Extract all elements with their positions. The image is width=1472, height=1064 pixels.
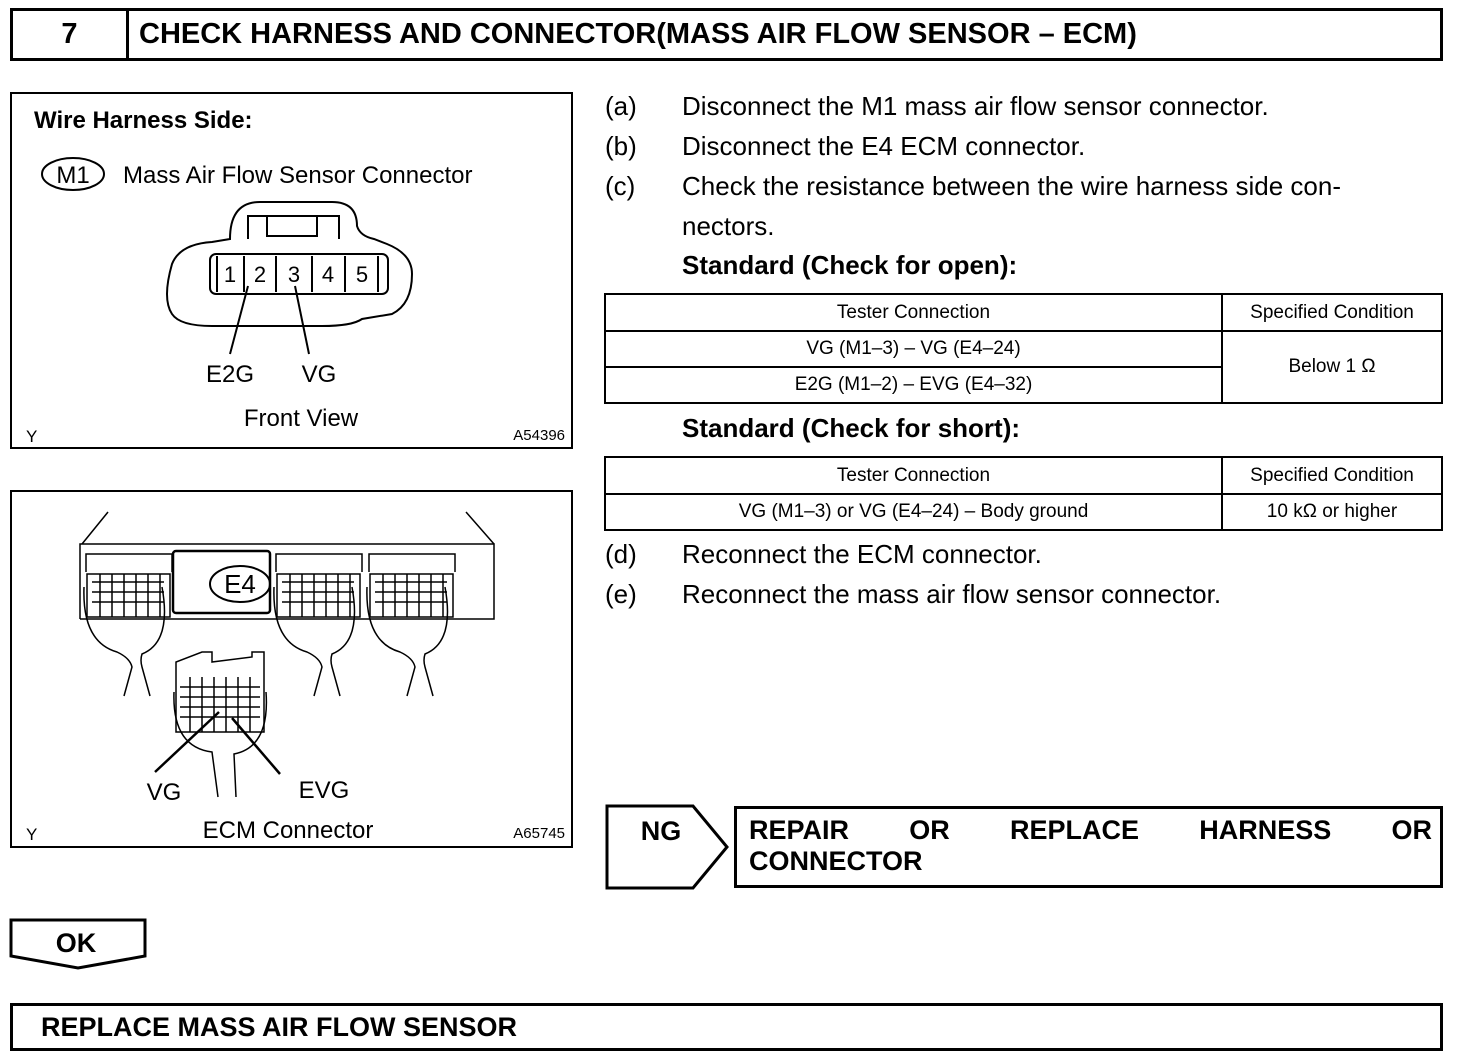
connector-name: Mass Air Flow Sensor Connector bbox=[123, 162, 472, 189]
ng-arrow-box: NG bbox=[605, 804, 729, 890]
ok-action: REPLACE MASS AIR FLOW SENSOR bbox=[41, 1012, 518, 1042]
step-text: Check the resistance between the wire ha… bbox=[682, 171, 1342, 201]
ecm-code: E4 bbox=[224, 569, 256, 599]
figure-ecm-connector: E4 VG EVG ECM Connector Y A65745 bbox=[10, 490, 573, 848]
header-tester-connection: Tester Connection bbox=[604, 456, 1223, 495]
figure-id: A65745 bbox=[513, 825, 565, 842]
step-letter: (b) bbox=[605, 131, 637, 161]
figure-wire-harness: Wire Harness Side: M1 Mass Air Flow Sens… bbox=[10, 92, 573, 449]
word: REPAIR bbox=[749, 815, 850, 845]
standard-short-table: Tester Connection Specified Condition VG … bbox=[604, 456, 1443, 531]
header-specified-condition: Specified Condition bbox=[1221, 293, 1443, 332]
ng-action-line2: CONNECTOR bbox=[749, 846, 923, 876]
step-letter: (d) bbox=[605, 539, 637, 569]
mass-air-flow-connector-diagram: Wire Harness Side: M1 Mass Air Flow Sens… bbox=[26, 107, 565, 446]
step-text: Reconnect the ECM connector. bbox=[682, 539, 1042, 569]
word: OR bbox=[1391, 815, 1433, 845]
label-vg: VG bbox=[147, 779, 182, 806]
ecm-connector-diagram: E4 VG EVG ECM Connector Y A65745 bbox=[26, 511, 565, 844]
connector-code-oval bbox=[41, 157, 105, 191]
standard-open-title: Standard (Check for open): bbox=[682, 250, 1018, 280]
table-cell: 10 kΩ or higher bbox=[1221, 493, 1443, 531]
ok-label: OK bbox=[56, 928, 97, 958]
label-e2g: E2G bbox=[206, 361, 254, 388]
step-letter: (a) bbox=[605, 91, 637, 121]
word: REPLACE bbox=[1009, 815, 1139, 845]
step-text: Disconnect the E4 ECM connector. bbox=[682, 131, 1086, 161]
ecm-code-oval bbox=[209, 565, 271, 603]
ng-action-line1: REPAIR OR REPLACE HARNESS OR bbox=[749, 815, 1432, 846]
pin-5: 5 bbox=[356, 262, 368, 287]
figure-heading: Wire Harness Side: bbox=[34, 107, 253, 134]
label-evg: EVG bbox=[299, 777, 350, 804]
step-text: nectors. bbox=[682, 211, 775, 241]
step-text: Reconnect the mass air flow sensor conne… bbox=[682, 579, 1222, 609]
pin-3: 3 bbox=[288, 262, 300, 287]
ng-label: NG bbox=[641, 816, 682, 846]
step-text: Disconnect the M1 mass air flow sensor c… bbox=[682, 91, 1269, 121]
ng-action-box: REPAIR OR REPLACE HARNESS OR CONNECTOR bbox=[734, 806, 1443, 888]
standard-open-table: Tester Connection Specified Condition VG … bbox=[604, 293, 1443, 404]
header-specified-condition: Specified Condition bbox=[1221, 456, 1443, 495]
figure-caption: ECM Connector bbox=[203, 817, 374, 844]
word: OR bbox=[909, 815, 950, 845]
ok-arrow-box: OK bbox=[9, 918, 147, 970]
pin-4: 4 bbox=[322, 262, 334, 287]
table-cell: VG (M1–3) – VG (E4–24) bbox=[604, 330, 1223, 368]
figure-id: A54396 bbox=[513, 427, 565, 444]
ok-action-box: REPLACE MASS AIR FLOW SENSOR bbox=[10, 1003, 1443, 1051]
table-cell: E2G (M1–2) – EVG (E4–32) bbox=[604, 366, 1223, 404]
view-caption: Front View bbox=[244, 405, 359, 432]
step-title: CHECK HARNESS AND CONNECTOR(MASS AIR FLO… bbox=[139, 18, 1137, 50]
step-letter: (c) bbox=[605, 171, 636, 201]
corner-mark: Y bbox=[26, 427, 37, 446]
connector-code: M1 bbox=[56, 162, 89, 189]
word: HARNESS bbox=[1199, 815, 1332, 845]
standard-short-title: Standard (Check for short): bbox=[682, 413, 1021, 443]
pin-1: 1 bbox=[224, 262, 236, 287]
table-cell: VG (M1–3) or VG (E4–24) – Body ground bbox=[604, 493, 1223, 531]
label-vg: VG bbox=[302, 361, 337, 388]
step-letter: (e) bbox=[605, 579, 637, 609]
step-header: 7 CHECK HARNESS AND CONNECTOR(MASS AIR F… bbox=[10, 8, 1443, 61]
corner-mark: Y bbox=[26, 825, 37, 844]
table-cell-condition: Below 1 Ω bbox=[1221, 330, 1443, 404]
step-number: 7 bbox=[13, 11, 129, 58]
header-tester-connection: Tester Connection bbox=[604, 293, 1223, 332]
pin-2: 2 bbox=[254, 262, 266, 287]
